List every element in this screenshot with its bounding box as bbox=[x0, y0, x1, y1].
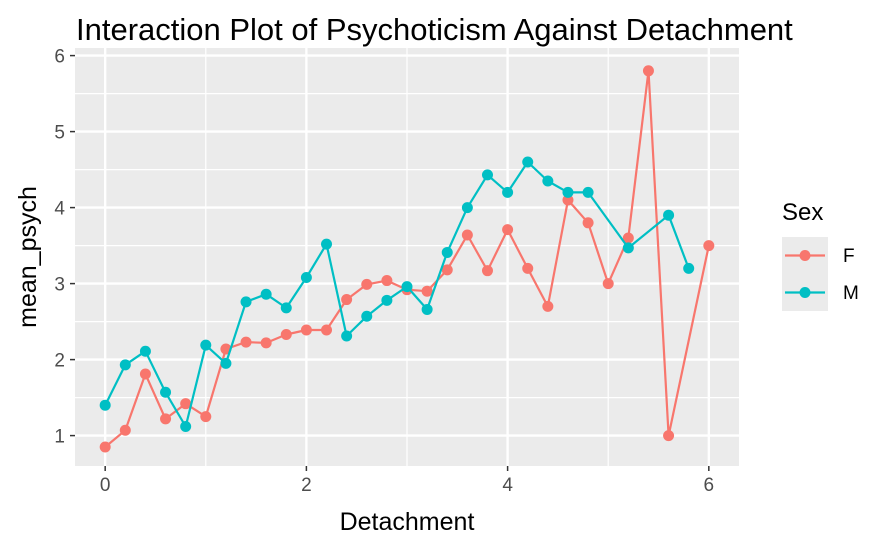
axes-layer: 0 2 4 6 1 2 3 4 5 6 bbox=[54, 47, 714, 496]
data-point bbox=[582, 217, 594, 229]
data-point bbox=[260, 337, 272, 349]
data-point bbox=[663, 209, 675, 221]
data-point bbox=[361, 310, 373, 322]
x-tick-label: 2 bbox=[301, 475, 312, 496]
data-point bbox=[160, 386, 172, 398]
data-point bbox=[522, 156, 534, 168]
data-point bbox=[441, 246, 453, 258]
legend-keys: FM bbox=[782, 237, 859, 311]
data-point bbox=[99, 399, 111, 411]
data-point bbox=[481, 265, 493, 277]
series-m bbox=[99, 156, 695, 432]
data-point bbox=[139, 368, 151, 380]
legend-item-f: F bbox=[782, 237, 855, 274]
data-point bbox=[461, 229, 473, 241]
legend-title: Sex bbox=[782, 199, 823, 226]
data-point bbox=[622, 232, 634, 244]
data-point bbox=[280, 302, 292, 314]
x-tick-label: 6 bbox=[704, 475, 715, 496]
legend-key-point bbox=[799, 250, 811, 261]
y-tick-label: 2 bbox=[54, 351, 65, 372]
data-point bbox=[341, 294, 353, 306]
series-layer bbox=[99, 65, 715, 453]
data-point bbox=[683, 262, 695, 274]
legend: Sex FM bbox=[782, 199, 859, 311]
data-point bbox=[642, 65, 654, 77]
legend-key-point bbox=[799, 287, 811, 298]
data-point bbox=[421, 285, 433, 297]
legend-label: F bbox=[843, 246, 855, 267]
data-point bbox=[421, 303, 433, 315]
data-point bbox=[663, 430, 675, 442]
data-point bbox=[401, 281, 413, 293]
data-point bbox=[300, 272, 312, 284]
data-point bbox=[139, 345, 151, 357]
data-point bbox=[180, 398, 192, 410]
legend-item-m: M bbox=[782, 274, 859, 311]
series-line bbox=[104, 160, 690, 428]
series-f bbox=[99, 65, 715, 453]
data-point bbox=[542, 300, 554, 312]
x-tick-label: 4 bbox=[502, 475, 513, 496]
data-point bbox=[381, 294, 393, 306]
data-point bbox=[562, 186, 574, 198]
data-point bbox=[119, 424, 131, 436]
data-point bbox=[280, 329, 292, 341]
data-point bbox=[703, 240, 715, 252]
data-point bbox=[381, 275, 393, 287]
data-point bbox=[321, 324, 333, 336]
data-point bbox=[522, 262, 534, 274]
y-tick-label: 6 bbox=[54, 47, 65, 68]
y-tick-label: 1 bbox=[54, 427, 65, 448]
data-point bbox=[220, 357, 232, 369]
x-axis-label: Detachment bbox=[340, 508, 475, 536]
data-point bbox=[502, 186, 514, 198]
y-axis-label: mean_psych bbox=[14, 186, 42, 328]
data-point bbox=[502, 224, 514, 236]
data-point bbox=[321, 238, 333, 250]
data-point bbox=[240, 336, 252, 348]
chart-title: Interaction Plot of Psychoticism Against… bbox=[76, 12, 793, 47]
data-point bbox=[260, 288, 272, 300]
x-tick-label: 0 bbox=[100, 475, 111, 496]
data-point bbox=[562, 194, 574, 206]
data-point bbox=[622, 242, 634, 254]
data-point bbox=[99, 441, 111, 453]
data-point bbox=[200, 339, 212, 351]
legend-label: M bbox=[843, 283, 859, 304]
data-point bbox=[441, 264, 453, 276]
data-point bbox=[200, 411, 212, 423]
data-point bbox=[180, 420, 192, 432]
data-point bbox=[160, 413, 172, 425]
y-tick-label: 4 bbox=[54, 199, 65, 220]
data-point bbox=[119, 359, 131, 371]
y-tick-label: 5 bbox=[54, 123, 65, 144]
data-point bbox=[461, 202, 473, 214]
data-point bbox=[361, 278, 373, 290]
data-point bbox=[481, 169, 493, 181]
y-tick-label: 3 bbox=[54, 275, 65, 296]
data-point bbox=[300, 324, 312, 336]
data-point bbox=[602, 278, 614, 290]
data-point bbox=[582, 186, 594, 198]
data-point bbox=[240, 296, 252, 308]
data-point bbox=[341, 330, 353, 342]
data-point bbox=[542, 175, 554, 187]
